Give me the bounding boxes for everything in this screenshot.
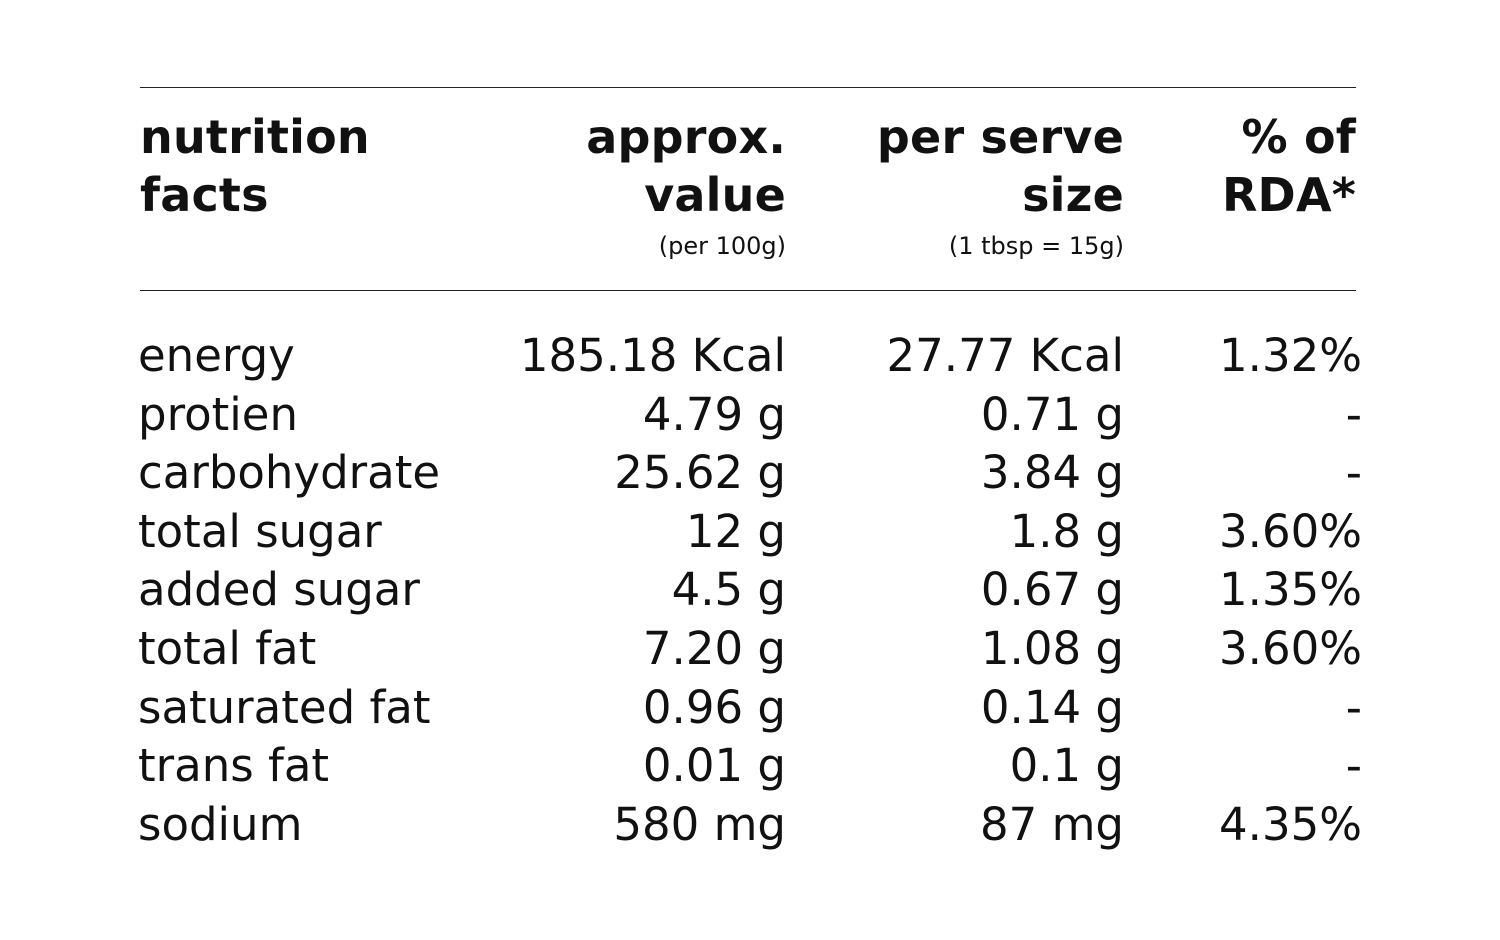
- table-row: trans fat 0.01 g 0.1 g -: [0, 737, 1500, 796]
- table-row: saturated fat 0.96 g 0.14 g -: [0, 679, 1500, 738]
- rda-percent: 4.35%: [1219, 797, 1362, 851]
- header-subtitle: (per 100g): [658, 232, 786, 260]
- table-row: sodium 580 mg 87 mg 4.35%: [0, 796, 1500, 855]
- value-per-serve: 0.14 g: [980, 680, 1124, 734]
- header-col-rda: % of RDA*: [1160, 108, 1356, 224]
- nutrient-name: trans fat: [138, 739, 330, 793]
- top-divider: [140, 87, 1356, 88]
- table-row: protien 4.79 g 0.71 g -: [0, 386, 1500, 445]
- table-row: added sugar 4.5 g 0.67 g 1.35%: [0, 561, 1500, 620]
- value-per-serve: 3.84 g: [980, 446, 1124, 500]
- rda-percent: -: [1345, 387, 1362, 441]
- nutrient-name: saturated fat: [138, 680, 431, 734]
- nutrient-name: carbohydrate: [138, 446, 441, 500]
- value-per-100g: 12 g: [685, 504, 786, 558]
- nutrient-name: energy: [138, 329, 295, 382]
- nutrient-name: added sugar: [138, 563, 420, 617]
- header-divider: [140, 290, 1356, 291]
- value-per-100g: 4.5 g: [671, 563, 786, 617]
- table-row: carbohydrate 25.62 g 3.84 g -: [0, 444, 1500, 503]
- rda-percent: -: [1345, 739, 1362, 793]
- value-per-100g: 0.01 g: [642, 739, 786, 793]
- value-per-100g: 25.62 g: [614, 446, 786, 500]
- rda-percent: 1.32%: [1219, 329, 1362, 382]
- header-title: per serve size: [876, 110, 1124, 222]
- table-header: nutrition facts approx. value (per 100g)…: [0, 108, 1500, 278]
- table-row: total sugar 12 g 1.8 g 3.60%: [0, 503, 1500, 562]
- value-per-serve: 0.1 g: [1009, 739, 1124, 793]
- rda-percent: 1.35%: [1219, 563, 1362, 617]
- value-per-serve: 1.08 g: [980, 621, 1124, 675]
- rda-percent: -: [1345, 680, 1362, 734]
- value-per-100g: 580 mg: [613, 797, 786, 851]
- header-title: % of RDA*: [1221, 110, 1356, 222]
- value-per-100g: 0.96 g: [642, 680, 786, 734]
- header-col-approx-value: approx. value (per 100g): [486, 108, 786, 262]
- rda-percent: 3.60%: [1219, 621, 1362, 675]
- nutrition-table: energy 185.18 Kcal 27.77 Kcal 1.32% protien 4…: [0, 327, 1500, 854]
- value-per-serve: 87 mg: [980, 797, 1124, 851]
- value-per-serve: 0.71 g: [980, 387, 1124, 441]
- rda-percent: 3.60%: [1219, 504, 1362, 558]
- value-per-serve: 0.67 g: [980, 563, 1124, 617]
- nutrient-name: total fat: [138, 621, 317, 675]
- table-row: total fat 7.20 g 1.08 g 3.60%: [0, 620, 1500, 679]
- rda-percent: -: [1345, 446, 1362, 500]
- value-per-100g: 4.79 g: [642, 387, 786, 441]
- value-per-100g: 7.20 g: [642, 621, 786, 675]
- header-subtitle: (1 tbsp = 15g): [948, 232, 1124, 260]
- header-title: approx. value: [586, 110, 786, 222]
- nutrient-name: sodium: [138, 797, 303, 851]
- nutrient-name: total sugar: [138, 504, 382, 558]
- header-col-per-serve-size: per serve size (1 tbsp = 15g): [824, 108, 1124, 262]
- header-title: nutrition facts: [140, 110, 370, 222]
- table-row: energy 185.18 Kcal 27.77 Kcal 1.32%: [0, 327, 1500, 386]
- nutrient-name: protien: [138, 387, 298, 441]
- value-per-serve: 1.8 g: [1009, 504, 1124, 558]
- value-per-100g: 185.18 Kcal: [519, 329, 786, 382]
- header-col-nutrition-facts: nutrition facts: [140, 108, 500, 224]
- value-per-serve: 27.77 Kcal: [886, 329, 1124, 382]
